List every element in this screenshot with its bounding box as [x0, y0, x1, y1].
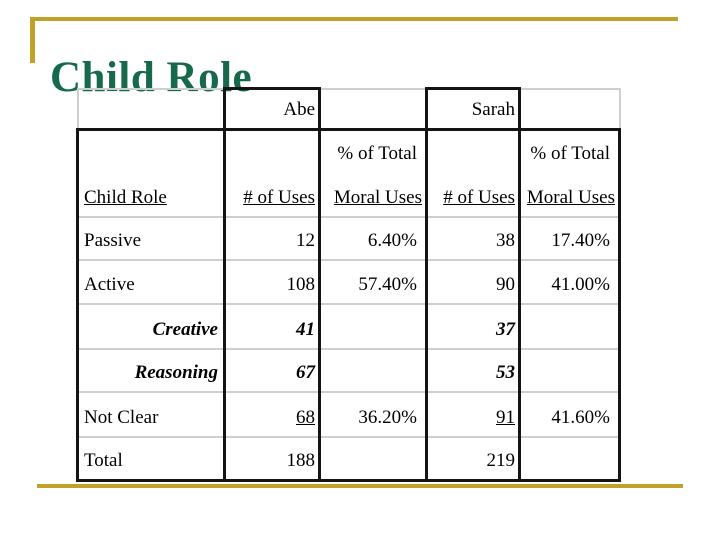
table-row-reasoning: Reasoning 67 53 [76, 348, 621, 393]
abe-pct-value [319, 303, 427, 350]
abe-pct-value [319, 436, 427, 482]
empty-cell [519, 87, 621, 131]
abe-uses-value: 108 [223, 259, 321, 305]
row-label: Active [76, 259, 225, 305]
table-row-not-clear: Not Clear 68 36.20% 91 41.60% [76, 391, 621, 438]
empty-cell [76, 129, 225, 172]
abe-uses-value: 67 [223, 348, 321, 393]
row-label: Creative [76, 303, 225, 350]
sarah-pct-value [519, 436, 621, 482]
abe-uses-value: 68 [223, 391, 321, 438]
sarah-uses-value: 53 [425, 348, 521, 393]
sarah-pct-value [519, 303, 621, 350]
sarah-uses-value: 37 [425, 303, 521, 350]
abe-pct-value: 36.20% [319, 391, 427, 438]
table-row-passive: Passive 12 6.40% 38 17.40% [76, 216, 621, 261]
sarah-header: Sarah [425, 87, 521, 131]
abe-moral-uses-column-header: Moral Uses [319, 171, 427, 218]
abe-pct-of-total-header: % of Total [337, 142, 417, 164]
abe-uses-column-header: # of Uses [223, 171, 321, 218]
gold-accent-left-bar [30, 17, 35, 63]
sarah-pct-value: 41.60% [519, 391, 621, 438]
row-label: Reasoning [76, 348, 225, 393]
abe-uses-value: 41 [223, 303, 321, 350]
abe-pct-value: 57.40% [319, 259, 427, 305]
sarah-pct-of-total-header: % of Total [519, 129, 621, 172]
table-row-pct-headers: % of Total % of Total [76, 129, 621, 172]
gold-accent-bottom-line [37, 484, 683, 488]
abe-pct-value: 6.40% [319, 216, 427, 261]
row-label: Total [76, 436, 225, 482]
row-label: Not Clear [76, 391, 225, 438]
sarah-pct-value [519, 348, 621, 393]
table-row-creative: Creative 41 37 [76, 303, 621, 350]
sarah-pct-value: 41.00% [519, 259, 621, 305]
child-role-table: Abe Sarah % of Total % of Total Child Ro… [76, 87, 621, 482]
table-row-column-headers: Child Role # of Uses Moral Uses # of Use… [76, 171, 621, 218]
row-label: Passive [76, 216, 225, 261]
empty-cell [76, 87, 225, 131]
abe-uses-value: 12 [223, 216, 321, 261]
sarah-uses-value: 38 [425, 216, 521, 261]
table-row-active: Active 108 57.40% 90 41.00% [76, 259, 621, 305]
sarah-uses-column-header: # of Uses [425, 171, 521, 218]
empty-cell [223, 129, 321, 172]
empty-cell [425, 129, 521, 172]
sarah-pct-value: 17.40% [519, 216, 621, 261]
sarah-uses-value: 90 [425, 259, 521, 305]
child-role-column-header: Child Role [76, 171, 225, 218]
abe-pct-value [319, 348, 427, 393]
sarah-uses-value: 91 [425, 391, 521, 438]
data-table-container: Abe Sarah % of Total % of Total Child Ro… [76, 87, 621, 482]
sarah-moral-uses-column-header: Moral Uses [519, 171, 621, 218]
table-row-total: Total 188 219 [76, 436, 621, 482]
sarah-uses-value: 219 [425, 436, 521, 482]
table-row-group-headers: Abe Sarah [76, 87, 621, 131]
empty-cell [319, 87, 427, 131]
abe-header: Abe [223, 87, 321, 131]
abe-uses-value: 188 [223, 436, 321, 482]
gold-accent-top-line [31, 17, 678, 21]
